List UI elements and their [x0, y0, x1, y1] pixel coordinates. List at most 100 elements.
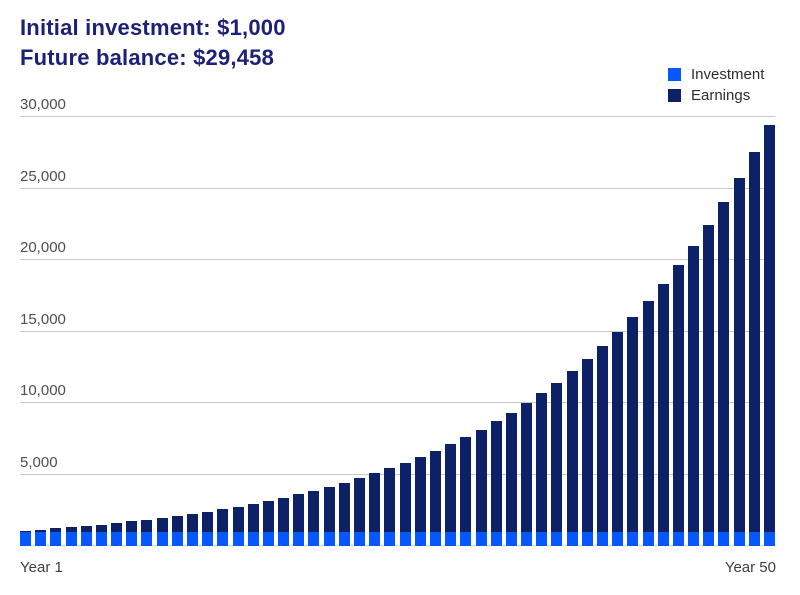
- bar-investment-segment: [354, 531, 366, 546]
- legend-item-earnings: Earnings: [668, 85, 764, 106]
- bar-year-24[interactable]: [369, 473, 381, 546]
- bar-investment-segment: [187, 531, 199, 546]
- bar-investment-segment: [247, 531, 259, 546]
- bar-investment-segment: [35, 531, 47, 546]
- bar-investment-segment: [475, 531, 487, 546]
- bar-investment-segment: [202, 531, 214, 546]
- bar-investment-segment: [384, 531, 396, 546]
- bar-year-28[interactable]: [429, 450, 441, 546]
- bar-investment-segment: [141, 531, 153, 546]
- bar-year-25[interactable]: [384, 468, 396, 546]
- gridline-25000: [20, 187, 775, 189]
- bar-investment-segment: [612, 531, 624, 546]
- bar-year-12[interactable]: [187, 513, 199, 546]
- bar-investment-segment: [293, 531, 305, 546]
- gridline-20000: [20, 259, 775, 260]
- bar-investment-segment: [748, 531, 760, 546]
- gridline-30000: [20, 116, 775, 117]
- chart-legend: Investment Earnings: [668, 64, 764, 106]
- future-balance-text: Future balance: $29,458: [20, 45, 275, 70]
- bar-year-21[interactable]: [323, 486, 335, 546]
- bar-year-20[interactable]: [308, 490, 320, 546]
- bar-year-44[interactable]: [672, 265, 684, 546]
- bar-year-37[interactable]: [566, 371, 578, 546]
- x-axis-label-year-1: Year 1: [20, 559, 63, 576]
- bar-year-4[interactable]: [65, 527, 77, 546]
- bar-investment-segment: [50, 531, 62, 546]
- bar-investment-segment: [171, 531, 183, 546]
- bar-investment-segment: [764, 531, 775, 546]
- bar-investment-segment: [414, 531, 426, 546]
- bar-investment-segment: [657, 531, 669, 546]
- bar-year-42[interactable]: [642, 300, 654, 546]
- y-tick-label-15000: 15,000: [20, 310, 66, 328]
- bar-year-27[interactable]: [414, 457, 426, 546]
- bar-year-31[interactable]: [475, 429, 487, 546]
- bar-investment-segment: [688, 531, 700, 546]
- bar-year-30[interactable]: [460, 437, 472, 546]
- bar-investment-segment: [718, 531, 730, 546]
- bar-investment-segment: [445, 531, 457, 546]
- bar-year-10[interactable]: [156, 517, 168, 546]
- bar-year-6[interactable]: [95, 524, 107, 546]
- bar-investment-segment: [80, 531, 92, 546]
- bar-year-45[interactable]: [688, 245, 700, 546]
- bar-investment-segment: [672, 531, 684, 546]
- bar-year-2[interactable]: [35, 529, 47, 546]
- bar-year-32[interactable]: [490, 421, 502, 546]
- bar-investment-segment: [20, 531, 31, 546]
- bar-investment-segment: [217, 531, 229, 546]
- bar-investment-segment: [733, 531, 745, 546]
- bar-year-9[interactable]: [141, 519, 153, 546]
- bar-year-43[interactable]: [657, 283, 669, 546]
- bar-year-11[interactable]: [171, 515, 183, 546]
- bar-year-29[interactable]: [445, 444, 457, 546]
- bar-year-14[interactable]: [217, 509, 229, 546]
- bar-year-47[interactable]: [718, 202, 730, 546]
- bar-year-34[interactable]: [521, 403, 533, 546]
- bar-investment-segment: [338, 531, 350, 546]
- bar-year-19[interactable]: [293, 494, 305, 546]
- bar-year-13[interactable]: [202, 511, 214, 546]
- bar-year-16[interactable]: [247, 503, 259, 546]
- bar-investment-segment: [323, 531, 335, 546]
- chart-summary: Initial investment: $1,000 Future balanc…: [20, 13, 286, 73]
- bar-year-40[interactable]: [612, 331, 624, 546]
- bar-year-49[interactable]: [748, 152, 760, 546]
- y-tick-label-5000: 5,000: [20, 453, 58, 471]
- bar-year-50[interactable]: [764, 124, 775, 546]
- bar-investment-segment: [308, 531, 320, 546]
- bar-year-18[interactable]: [278, 497, 290, 546]
- earnings-swatch-icon: [668, 89, 681, 102]
- bar-year-36[interactable]: [551, 382, 563, 546]
- bar-year-26[interactable]: [399, 462, 411, 546]
- bar-investment-segment: [65, 531, 77, 546]
- bar-investment-segment: [95, 531, 107, 546]
- bar-year-15[interactable]: [232, 506, 244, 546]
- bar-year-8[interactable]: [126, 521, 138, 546]
- bar-year-7[interactable]: [111, 523, 123, 546]
- bar-investment-segment: [566, 531, 578, 546]
- bar-year-1[interactable]: [20, 530, 31, 546]
- bar-year-22[interactable]: [338, 482, 350, 546]
- bar-year-23[interactable]: [354, 478, 366, 546]
- y-tick-label-25000: 25,000: [20, 167, 66, 185]
- bar-investment-segment: [505, 531, 517, 546]
- bar-year-38[interactable]: [581, 358, 593, 546]
- bar-year-35[interactable]: [536, 393, 548, 546]
- plot-area: 5,000 10,000 15,000 20,000 25,000 30,000: [20, 96, 775, 546]
- bar-year-39[interactable]: [596, 345, 608, 546]
- legend-item-investment: Investment: [668, 64, 764, 85]
- bar-year-41[interactable]: [627, 316, 639, 546]
- gridline-15000: [20, 330, 775, 332]
- bar-year-17[interactable]: [262, 500, 274, 546]
- bar-year-5[interactable]: [80, 525, 92, 546]
- gridline-5000: [20, 473, 775, 475]
- bar-year-3[interactable]: [50, 528, 62, 546]
- bar-year-46[interactable]: [703, 224, 715, 546]
- bar-year-33[interactable]: [505, 412, 517, 546]
- y-tick-label-10000: 10,000: [20, 382, 66, 399]
- gridline-10000: [20, 402, 775, 403]
- bar-year-48[interactable]: [733, 178, 745, 546]
- bar-investment-segment: [232, 531, 244, 546]
